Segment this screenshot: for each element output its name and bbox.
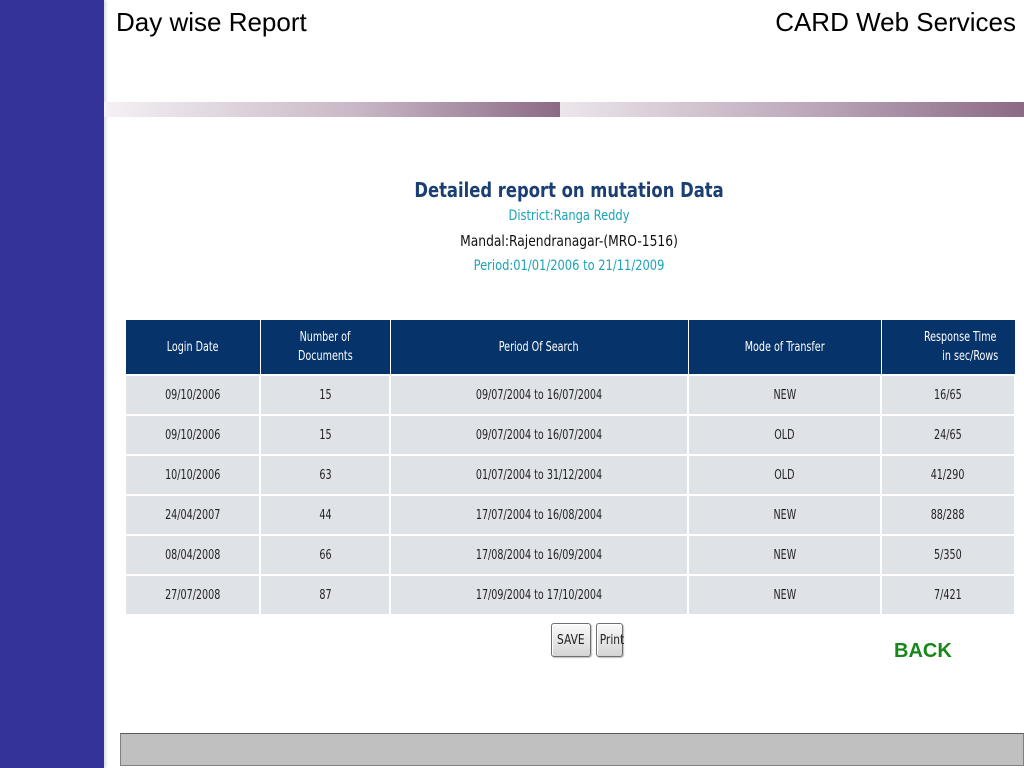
cell-mode: NEW	[687, 494, 882, 536]
cell-mode: NEW	[687, 574, 882, 616]
table-row: 10/10/2006 63 01/07/2004 to 31/12/2004 O…	[124, 454, 1016, 496]
back-link[interactable]: BACK	[894, 640, 952, 662]
cell-period: 17/09/2004 to 17/10/2004	[389, 574, 689, 616]
cell-response: 41/290	[880, 454, 1016, 496]
cell-mode: NEW	[687, 534, 882, 576]
column-header-period-of-search: Period Of Search	[389, 319, 689, 376]
cell-login-date: 09/10/2006	[124, 414, 261, 456]
table-row: 09/10/2006 15 09/07/2004 to 16/07/2004 N…	[124, 374, 1016, 416]
cell-response: 7/421	[880, 574, 1016, 616]
cell-period: 01/07/2004 to 31/12/2004	[389, 454, 689, 496]
divider-right	[560, 102, 1024, 117]
cell-mode: OLD	[687, 454, 882, 496]
report-mandal: Mandal:Rajendranagar-(MRO-1516)	[460, 232, 678, 250]
table-row: 27/07/2008 87 17/09/2004 to 17/10/2004 N…	[124, 574, 1016, 616]
report-district: District:Ranga Reddy	[508, 208, 630, 224]
cell-login-date: 09/10/2006	[124, 374, 261, 416]
slide-title: Day wise Report	[116, 7, 307, 37]
cell-login-date: 08/04/2008	[124, 534, 261, 576]
slide-organization: CARD Web Services	[775, 7, 1016, 37]
cell-period: 17/07/2004 to 16/08/2004	[389, 494, 689, 536]
report-header: Detailed report on mutation Data Distric…	[124, 176, 1014, 278]
cell-period: 17/08/2004 to 16/09/2004	[389, 534, 689, 576]
cell-documents: 44	[259, 494, 391, 536]
table-row: 08/04/2008 66 17/08/2004 to 16/09/2004 N…	[124, 534, 1016, 576]
cell-documents: 15	[259, 374, 391, 416]
column-header-mode-of-transfer: Mode of Transfer	[687, 319, 882, 376]
cell-documents: 87	[259, 574, 391, 616]
mutation-report-table: Login Date Number of Documents Period Of…	[124, 319, 1016, 616]
save-button[interactable]: SAVE	[551, 623, 591, 657]
cell-login-date: 27/07/2008	[124, 574, 261, 616]
cell-login-date: 10/10/2006	[124, 454, 261, 496]
report-title: Detailed report on mutation Data	[414, 178, 724, 202]
divider-left	[104, 102, 560, 117]
cell-period: 09/07/2004 to 16/07/2004	[389, 374, 689, 416]
footer-bar	[120, 733, 1024, 766]
column-header-response-time: Response Time in sec/Rows	[880, 319, 1016, 376]
cell-period: 09/07/2004 to 16/07/2004	[389, 414, 689, 456]
report-period: Period:01/01/2006 to 21/11/2009	[473, 258, 665, 274]
table-header-row: Login Date Number of Documents Period Of…	[124, 319, 1016, 376]
cell-login-date: 24/04/2007	[124, 494, 261, 536]
table-row: 09/10/2006 15 09/07/2004 to 16/07/2004 O…	[124, 414, 1016, 456]
print-button[interactable]: Print	[596, 623, 624, 657]
cell-mode: OLD	[687, 414, 882, 456]
cell-documents: 15	[259, 414, 391, 456]
cell-response: 5/350	[880, 534, 1016, 576]
column-header-login-date: Login Date	[124, 319, 261, 376]
cell-response: 24/65	[880, 414, 1016, 456]
left-sidebar-bar	[0, 0, 104, 768]
cell-documents: 66	[259, 534, 391, 576]
cell-mode: NEW	[687, 374, 882, 416]
cell-documents: 63	[259, 454, 391, 496]
column-header-number-of-documents: Number of Documents	[259, 319, 391, 376]
cell-response: 88/288	[880, 494, 1016, 536]
cell-response: 16/65	[880, 374, 1016, 416]
table-row: 24/04/2007 44 17/07/2004 to 16/08/2004 N…	[124, 494, 1016, 536]
